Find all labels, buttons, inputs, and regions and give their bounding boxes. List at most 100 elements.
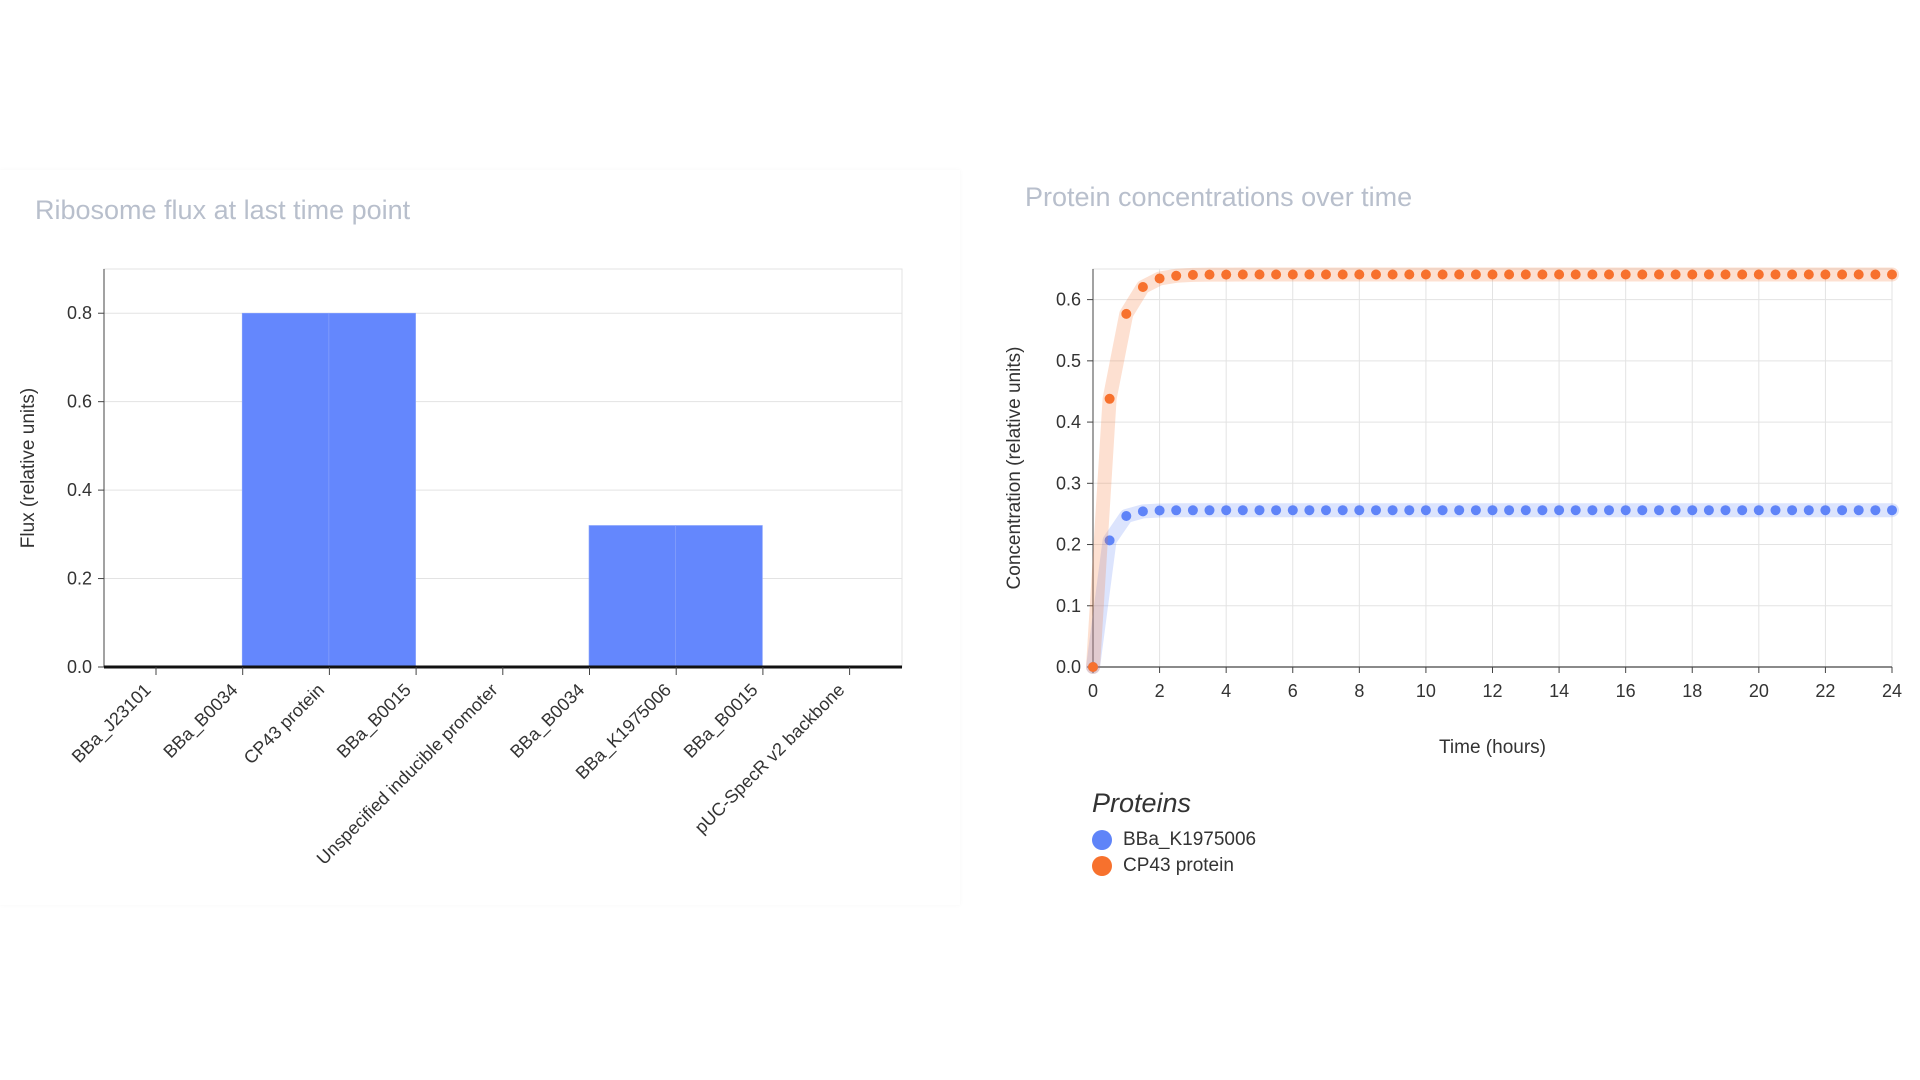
data-point (1554, 505, 1565, 516)
x-tick-label: 24 (1882, 681, 1902, 701)
data-point (1620, 269, 1631, 280)
x-tick-label: Unspecified inducible promoter (313, 680, 502, 869)
x-tick-label: 20 (1749, 681, 1769, 701)
data-point (1537, 269, 1548, 280)
data-point (1654, 269, 1664, 280)
x-tick-label: 0 (1088, 681, 1098, 701)
data-point (1387, 505, 1398, 516)
data-point (1404, 269, 1415, 280)
protein-chart-panel: Protein concentrations over time 0.0 0.1 0… (980, 170, 1920, 905)
data-point (1104, 535, 1115, 546)
data-point (1737, 505, 1748, 516)
data-point (1304, 505, 1315, 516)
data-point (1670, 505, 1681, 516)
bar (675, 525, 763, 668)
data-point (1687, 269, 1698, 280)
y-axis-label: Flux (relative units) (18, 388, 39, 549)
data-point (1587, 505, 1598, 516)
y-tick-label: 0.0 (67, 657, 92, 677)
data-point (1803, 505, 1814, 516)
y-tick-label: 0.4 (67, 480, 92, 500)
data-point (1454, 505, 1465, 516)
data-point (1487, 269, 1498, 280)
data-point (1287, 505, 1298, 516)
data-point (1254, 505, 1265, 516)
x-tick-label: 8 (1354, 681, 1364, 701)
legend-label: CP43 protein (1123, 855, 1234, 876)
data-point (1820, 269, 1831, 280)
x-tick-label: BBa_B0034 (506, 680, 589, 763)
data-point (1853, 505, 1864, 516)
y-tick-label: 0.1 (1056, 596, 1081, 616)
data-point (1687, 505, 1698, 516)
data-point (1371, 269, 1381, 280)
data-point (1187, 269, 1198, 280)
data-point (1387, 269, 1398, 280)
data-point (1088, 662, 1098, 672)
data-point (1637, 505, 1648, 516)
x-tick-label: 10 (1416, 681, 1436, 701)
bar (588, 525, 676, 668)
data-point (1837, 269, 1848, 280)
protein-scatter-chart: 0.00.10.20.30.40.50.60 2 4 6 8 10 12 14 16 18 20 22… (1004, 267, 1902, 758)
data-point (1121, 511, 1132, 521)
data-point (1371, 505, 1381, 516)
data-point (1137, 506, 1148, 517)
data-point (1287, 269, 1298, 280)
x-tick-label: 18 (1682, 681, 1702, 701)
x-tick-label: BBa_K1975006 (572, 680, 676, 784)
legend-marker-icon (1092, 830, 1112, 850)
data-point (1171, 270, 1182, 281)
y-tick-label: 0.4 (1056, 412, 1081, 432)
data-point (1870, 269, 1881, 280)
y-tick-label: 0.0 (1056, 657, 1081, 677)
bar (328, 312, 416, 668)
data-point (1504, 269, 1515, 280)
y-tick-label: 0.6 (1056, 290, 1081, 310)
data-point (1570, 269, 1581, 280)
plot-frame (103, 268, 903, 668)
data-point (1520, 505, 1531, 516)
data-point (1104, 393, 1115, 404)
data-point (1321, 269, 1331, 280)
data-point (1304, 269, 1315, 280)
data-point (1204, 269, 1215, 280)
data-point (1870, 505, 1881, 516)
data-point (1620, 505, 1631, 516)
data-point (1537, 505, 1548, 516)
data-point (1787, 269, 1798, 280)
data-point (1770, 505, 1781, 516)
x-tick-label: 6 (1288, 681, 1298, 701)
x-tick-label: BBa_B0034 (159, 680, 242, 763)
x-tick-label: pUC-SpecR v2 backbone (691, 680, 849, 838)
x-tick-label: 4 (1221, 681, 1231, 701)
data-point (1887, 269, 1897, 280)
flux-chart-title: Ribosome flux at last time point (35, 195, 411, 225)
data-point (1404, 505, 1415, 516)
data-point (1271, 505, 1282, 516)
x-tick-label: 16 (1616, 681, 1636, 701)
flux-chart-panel: Ribosome flux at last time point 0.0 0.2 0… (0, 170, 960, 905)
data-point (1637, 269, 1648, 280)
y-tick-label: 0.5 (1056, 351, 1081, 371)
x-tick-label: BBa_B0015 (333, 680, 416, 763)
data-point (1137, 282, 1148, 292)
data-point (1720, 505, 1731, 516)
bar (241, 312, 330, 668)
legend-item: CP43 protein (1092, 853, 1256, 879)
data-point (1154, 273, 1165, 284)
data-point (1354, 269, 1365, 280)
data-point (1221, 269, 1232, 280)
x-tick-label: 22 (1815, 681, 1835, 701)
data-point (1321, 505, 1331, 516)
data-point (1337, 269, 1348, 280)
data-point (1604, 505, 1614, 516)
data-point (1237, 505, 1248, 516)
data-point (1354, 505, 1365, 516)
data-point (1237, 269, 1248, 280)
data-point (1887, 505, 1897, 516)
data-point (1470, 269, 1481, 280)
data-point (1121, 308, 1132, 319)
protein-legend: Proteins BBa_K1975006 CP43 protein (1092, 788, 1256, 879)
